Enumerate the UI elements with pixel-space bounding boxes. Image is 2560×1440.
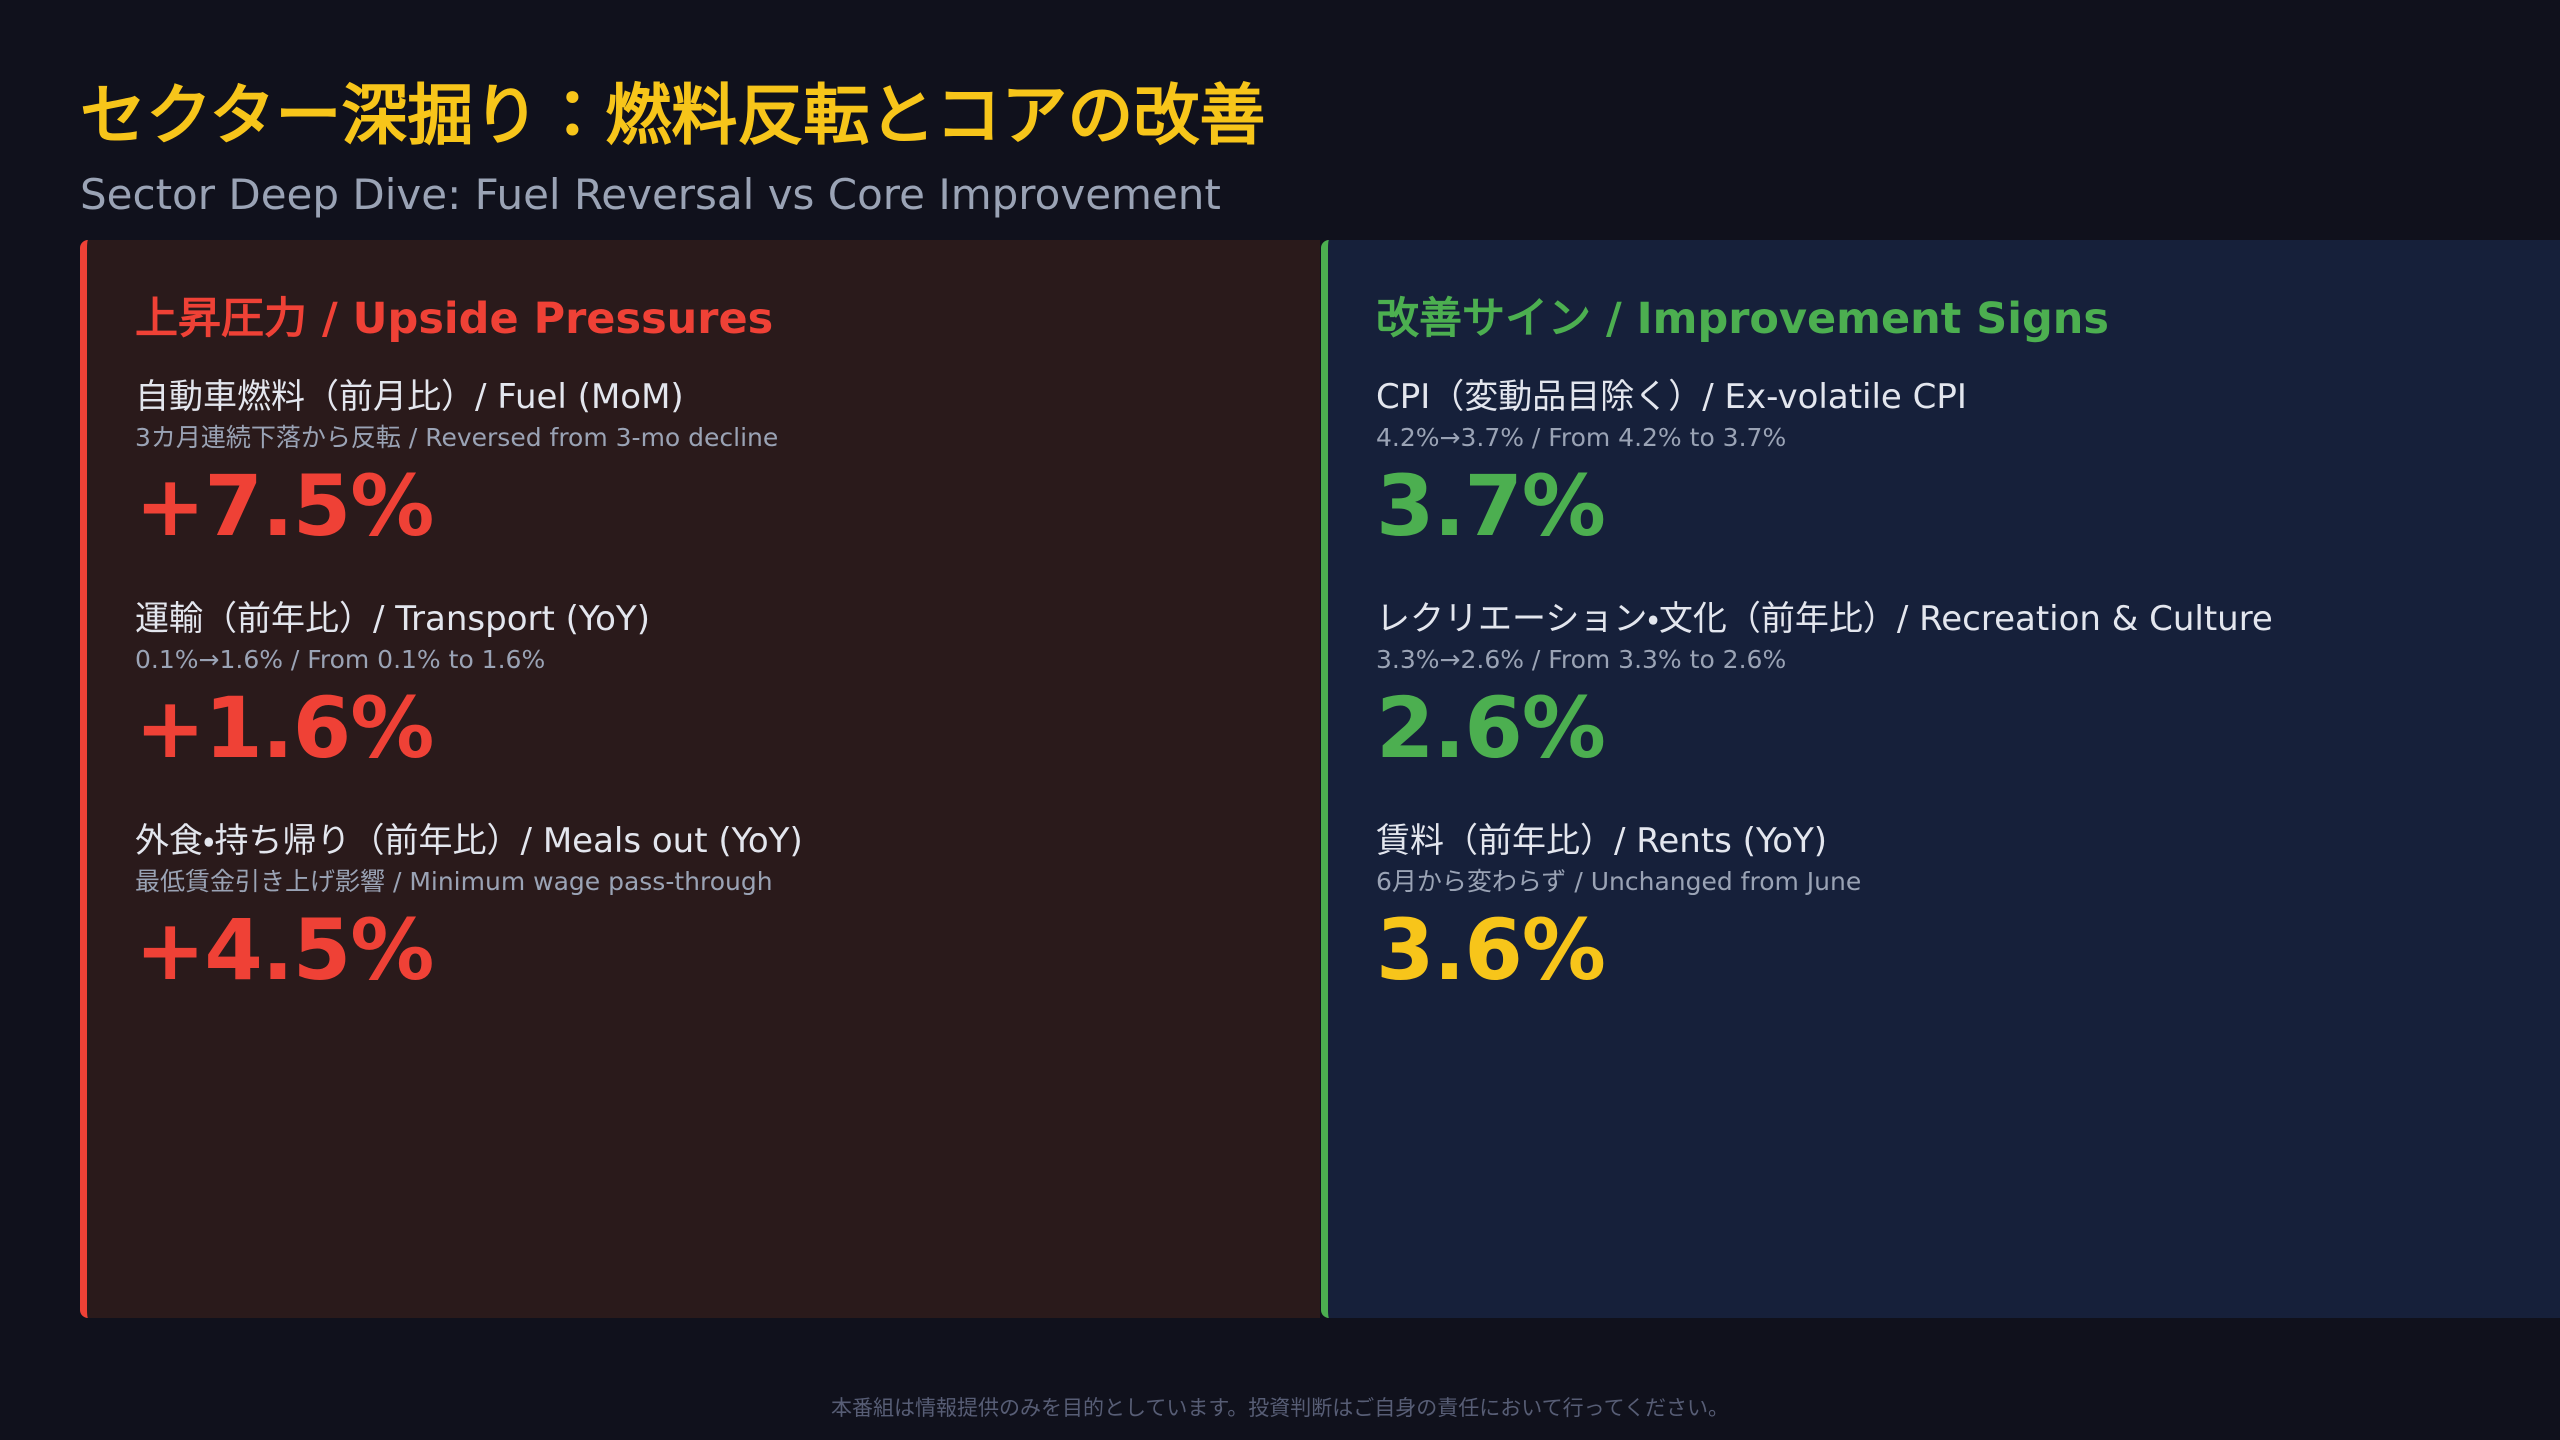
metric-note: 4.2%→3.7% / From 4.2% to 3.7% [1376, 423, 1787, 452]
improvement-panel: 改善サイン / Improvement Signs CPI（変動品目除く）/ E… [1321, 240, 2560, 1318]
metric-note: 6月から変わらず / Unchanged from June [1376, 867, 1862, 896]
metric-label: 自動車燃料（前月比）/ Fuel (MoM) [135, 377, 684, 417]
metric-label: 運輸（前年比）/ Transport (YoY) [135, 599, 650, 639]
metric: レクリエーション・文化（前年比）/ Recreation & Culture 3… [1376, 596, 2560, 818]
metric-value: 3.6% [1376, 901, 1606, 999]
metric: 運輸（前年比）/ Transport (YoY) 0.1%→1.6% / Fro… [135, 596, 1320, 818]
subtitle: Sector Deep Dive: Fuel Reversal vs Core … [80, 170, 1221, 219]
upside-panel: 上昇圧力 / Upside Pressures 自動車燃料（前月比）/ Fuel… [80, 240, 1320, 1318]
metric: 外食・持ち帰り（前年比）/ Meals out (YoY) 最低賃金引き上げ影響… [135, 818, 1320, 1040]
metric: CPI（変動品目除く）/ Ex-volatile CPI 4.2%→3.7% /… [1376, 374, 2560, 596]
metric: 自動車燃料（前月比）/ Fuel (MoM) 3カ月連続下落から反転 / Rev… [135, 374, 1320, 596]
metric-note: 最低賃金引き上げ影響 / Minimum wage pass-through [135, 867, 773, 896]
title: セクター深掘り：燃料反転とコアの改善 [80, 77, 1266, 154]
panel-title: 改善サイン / Improvement Signs [1376, 294, 2109, 344]
metric-label: CPI（変動品目除く）/ Ex-volatile CPI [1376, 377, 1967, 417]
disclaimer: 本番組は情報提供のみを目的としています。投資判断はご自身の責任において行ってくだ… [831, 1396, 1729, 1420]
metric-value: +7.5% [135, 457, 434, 555]
metric-note: 3.3%→2.6% / From 3.3% to 2.6% [1376, 645, 1787, 674]
metric: 賃料（前年比）/ Rents (YoY) 6月から変わらず / Unchange… [1376, 818, 2560, 1040]
metric-label: レクリエーション・文化（前年比）/ Recreation & Culture [1376, 599, 2273, 639]
metric-label: 外食・持ち帰り（前年比）/ Meals out (YoY) [135, 821, 803, 861]
metric-value: 3.7% [1376, 457, 1606, 555]
panel-title: 上昇圧力 / Upside Pressures [135, 294, 774, 344]
metric-label: 賃料（前年比）/ Rents (YoY) [1376, 821, 1828, 861]
metric-value: +1.6% [135, 679, 434, 777]
metric-note: 0.1%→1.6% / From 0.1% to 1.6% [135, 645, 546, 674]
metric-value: +4.5% [135, 901, 434, 999]
metric-value: 2.6% [1376, 679, 1606, 777]
metric-note: 3カ月連続下落から反転 / Reversed from 3-mo decline [135, 423, 779, 452]
